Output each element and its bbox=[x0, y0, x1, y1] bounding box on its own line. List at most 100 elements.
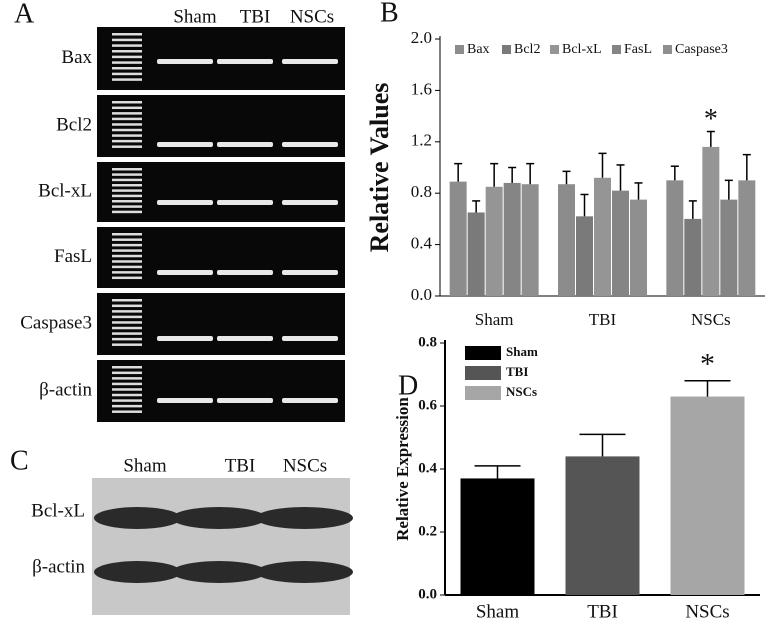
gel-band bbox=[157, 270, 213, 275]
y-tick-label: 0.6 bbox=[418, 397, 437, 413]
gel-band bbox=[217, 142, 273, 147]
ladder-band bbox=[112, 78, 142, 81]
ladder-band bbox=[112, 321, 142, 324]
panel-label: D bbox=[398, 370, 418, 401]
ladder-band bbox=[112, 123, 142, 126]
ladder-band bbox=[112, 310, 142, 313]
protein-label: Bcl-xL bbox=[31, 500, 85, 521]
bar bbox=[485, 186, 503, 296]
y-tick-label: 2.0 bbox=[411, 28, 432, 47]
legend-swatch bbox=[465, 366, 501, 380]
ladder-band bbox=[112, 134, 142, 137]
ladder-band bbox=[112, 117, 142, 121]
blot-image bbox=[92, 478, 350, 615]
y-axis-title: Relative Expression bbox=[393, 397, 412, 541]
y-tick-label: 0.4 bbox=[411, 234, 433, 253]
bar bbox=[594, 177, 611, 296]
legend-swatch bbox=[465, 386, 501, 400]
gel-band bbox=[282, 59, 338, 64]
ladder-band bbox=[112, 106, 142, 110]
gel-band bbox=[217, 59, 273, 64]
ladder-band bbox=[112, 173, 142, 176]
gel-band bbox=[157, 200, 213, 205]
blot-band bbox=[94, 561, 181, 583]
annotation: * bbox=[704, 104, 718, 135]
ladder-band bbox=[112, 393, 142, 397]
bar bbox=[702, 146, 720, 296]
legend-label: NSCs bbox=[506, 384, 537, 399]
y-tick-label: 0.8 bbox=[411, 182, 432, 201]
ladder-band bbox=[112, 366, 142, 369]
ladder-band bbox=[112, 410, 142, 413]
gene-label: Caspase3 bbox=[20, 312, 92, 333]
ladder-band bbox=[112, 388, 142, 391]
ladder-band bbox=[112, 50, 142, 53]
ladder-band bbox=[112, 210, 142, 214]
x-tick-label: Sham bbox=[476, 601, 520, 622]
ladder-band bbox=[112, 55, 142, 59]
ladder-band bbox=[112, 326, 142, 330]
bar bbox=[612, 190, 629, 296]
bar bbox=[565, 456, 640, 595]
gel-band bbox=[282, 200, 338, 205]
ladder-band bbox=[112, 168, 142, 171]
legend-swatch bbox=[465, 346, 501, 360]
bar bbox=[630, 199, 647, 296]
lane-label: TBI bbox=[240, 6, 271, 27]
lane-label: Sham bbox=[173, 6, 217, 27]
bar bbox=[666, 180, 684, 296]
legend-label: Bcl2 bbox=[514, 42, 540, 57]
blot-band bbox=[172, 561, 266, 583]
lane-label: Sham bbox=[123, 455, 167, 476]
gene-label: FasL bbox=[54, 246, 92, 267]
ladder-band bbox=[112, 249, 142, 252]
bar bbox=[467, 212, 485, 296]
ladder-band bbox=[112, 205, 142, 208]
lane-label: TBI bbox=[225, 455, 256, 476]
gel-band bbox=[157, 59, 213, 64]
annotation: * bbox=[700, 348, 715, 381]
ladder-band bbox=[112, 371, 142, 375]
y-axis-title: Relative Values bbox=[365, 83, 394, 253]
ladder-band bbox=[112, 184, 142, 187]
ladder-band bbox=[112, 44, 142, 47]
ladder-band bbox=[112, 194, 142, 198]
ladder-band bbox=[112, 271, 142, 274]
x-tick-label: NSCs bbox=[685, 601, 729, 622]
legend-label: Bcl-xL bbox=[562, 42, 602, 57]
bar bbox=[720, 199, 738, 296]
ladder-band bbox=[112, 178, 142, 182]
bar bbox=[460, 478, 535, 595]
legend-swatch bbox=[612, 45, 621, 54]
legend-swatch bbox=[663, 45, 672, 54]
gel-band bbox=[217, 336, 273, 341]
y-tick-label: 1.6 bbox=[411, 79, 432, 98]
x-tick-label: TBI bbox=[587, 601, 618, 622]
gel-band bbox=[217, 200, 273, 205]
y-tick-label: 0.8 bbox=[418, 334, 437, 350]
legend-label: Bax bbox=[467, 42, 490, 57]
ladder-band bbox=[112, 260, 142, 263]
ladder-band bbox=[112, 139, 142, 143]
ladder-band bbox=[112, 377, 142, 380]
x-tick-label: NSCs bbox=[691, 310, 731, 329]
ladder-band bbox=[112, 343, 142, 346]
gene-label: Bcl-xL bbox=[38, 180, 92, 201]
ladder-band bbox=[112, 128, 142, 132]
bar bbox=[558, 184, 575, 296]
ladder-band bbox=[112, 145, 142, 148]
gene-label: β-actin bbox=[39, 379, 92, 400]
ladder-band bbox=[112, 382, 142, 386]
ladder-band bbox=[112, 101, 142, 104]
ladder-band bbox=[112, 265, 142, 269]
gel-band bbox=[157, 142, 213, 147]
protein-label: β-actin bbox=[32, 556, 85, 577]
ladder-band bbox=[112, 233, 142, 236]
legend-label: FasL bbox=[624, 42, 652, 57]
legend-label: TBI bbox=[506, 364, 528, 379]
bar bbox=[738, 180, 756, 296]
ladder-band bbox=[112, 33, 142, 36]
x-tick-label: TBI bbox=[589, 310, 617, 329]
bar bbox=[670, 396, 745, 595]
